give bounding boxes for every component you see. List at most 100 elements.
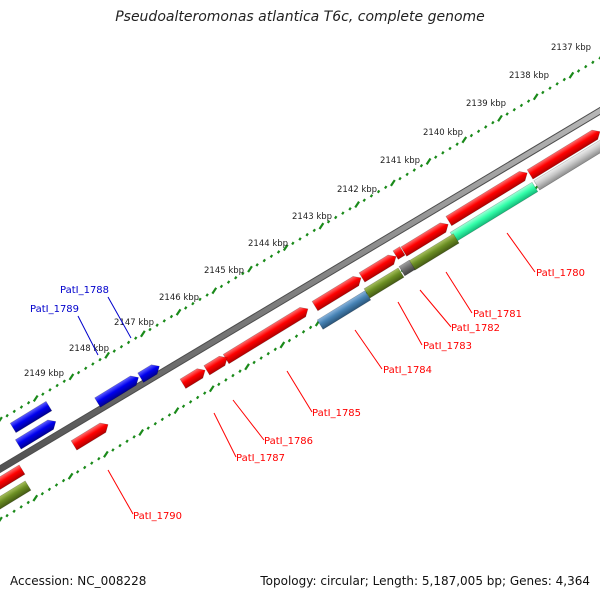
minor-tick — [262, 258, 266, 263]
minor-tick — [76, 370, 81, 375]
accession-text: Accession: NC_008228 — [10, 574, 147, 588]
cds-forward-block[interactable] — [0, 464, 26, 496]
minor-tick — [84, 366, 88, 371]
cds-forward-block[interactable] — [311, 273, 364, 312]
minor-tick — [26, 500, 30, 505]
minor-tick — [526, 99, 531, 103]
gene-leader-line — [232, 399, 265, 441]
gene-label[interactable]: PatI_1788 — [60, 285, 109, 296]
major-tick — [32, 494, 39, 502]
minor-tick — [83, 465, 87, 470]
gene-leader-line — [77, 315, 99, 356]
minor-tick — [519, 103, 524, 108]
major-tick — [318, 222, 325, 230]
minor-tick — [287, 338, 292, 343]
minor-tick — [398, 176, 402, 181]
minor-tick — [146, 426, 150, 430]
minor-tick — [259, 356, 263, 360]
cds-forward-block[interactable] — [445, 168, 530, 227]
minor-tick — [112, 349, 116, 353]
cds-forward-block[interactable] — [358, 252, 399, 283]
cds-forward-block[interactable] — [70, 420, 111, 451]
major-tick — [279, 341, 286, 349]
minor-tick — [491, 120, 495, 125]
minor-tick — [62, 379, 66, 383]
upper-tick-line — [0, 56, 600, 422]
gene-label[interactable]: PatI_1782 — [451, 323, 500, 334]
ruler-tick-label: 2146 kbp — [159, 293, 199, 303]
minor-tick — [118, 443, 122, 448]
minor-tick — [219, 284, 224, 289]
minor-tick — [12, 509, 16, 514]
minor-tick — [19, 505, 23, 509]
minor-tick — [548, 86, 552, 90]
minor-tick — [111, 448, 115, 452]
cds-forward-block[interactable] — [400, 220, 451, 257]
cds-reverse-block[interactable] — [94, 373, 142, 408]
gene-leader-line — [107, 296, 132, 339]
minor-tick — [308, 325, 313, 330]
gene-label[interactable]: PatI_1781 — [473, 309, 522, 320]
cds-forward-block[interactable] — [222, 304, 311, 365]
major-tick — [247, 265, 253, 273]
cds-reverse-block[interactable] — [137, 362, 163, 383]
feature-olive-block[interactable] — [363, 267, 405, 299]
minor-tick — [224, 378, 228, 382]
minor-tick — [217, 382, 221, 387]
minor-tick — [294, 334, 299, 338]
cds-reverse-block[interactable] — [9, 400, 53, 434]
cds-forward-block[interactable] — [203, 353, 230, 376]
minor-tick — [591, 60, 595, 65]
gene-label[interactable]: PatI_1783 — [423, 341, 472, 352]
ruler-tick-label: 2142 kbp — [337, 185, 377, 195]
cds-forward-block[interactable] — [392, 246, 406, 260]
cds-reverse-block[interactable] — [14, 417, 58, 450]
major-tick — [175, 308, 182, 316]
gene-label[interactable]: PatI_1790 — [133, 511, 182, 522]
minor-tick — [126, 340, 131, 345]
minor-tick — [541, 90, 545, 95]
minor-tick — [312, 228, 316, 233]
gene-label[interactable]: PatI_1786 — [264, 436, 313, 447]
feature-steel-block[interactable] — [316, 290, 372, 330]
minor-tick — [203, 391, 207, 395]
minor-tick — [188, 400, 193, 404]
minor-tick — [238, 369, 242, 373]
minor-tick — [576, 69, 581, 73]
minor-tick — [555, 82, 559, 86]
minor-tick — [205, 293, 209, 297]
feature-gray-block[interactable] — [533, 139, 600, 191]
major-tick — [104, 351, 110, 359]
minor-tick — [505, 112, 509, 116]
minor-tick — [198, 297, 202, 302]
major-tick — [208, 385, 215, 393]
minor-tick — [276, 250, 281, 254]
gene-label[interactable]: PatI_1789 — [30, 304, 79, 315]
ruler-tick-label: 2139 kbp — [466, 99, 506, 109]
gene-label[interactable]: PatI_1784 — [383, 365, 432, 376]
gene-label[interactable]: PatI_1785 — [312, 408, 361, 419]
ruler-tick-label: 2145 kbp — [204, 266, 244, 276]
minor-tick — [19, 405, 24, 409]
minor-tick — [48, 388, 52, 392]
minor-tick — [334, 215, 338, 220]
minor-tick — [419, 163, 424, 168]
backbone-ring — [0, 108, 600, 472]
minor-tick — [5, 413, 9, 418]
gene-label[interactable]: PatI_1780 — [536, 268, 585, 279]
cds-forward-block[interactable] — [526, 127, 600, 180]
minor-tick — [298, 237, 302, 241]
minor-tick — [132, 435, 136, 439]
feature-dark-block[interactable] — [398, 259, 416, 277]
major-tick — [568, 71, 575, 79]
minor-tick — [167, 413, 172, 417]
cds-forward-block[interactable] — [179, 366, 208, 389]
major-tick — [390, 179, 396, 187]
major-tick — [138, 428, 145, 436]
gene-labels: PatI_1780 PatI_1781 PatI_1782 PatI_1783 PatI… — [30, 268, 585, 522]
minor-tick — [55, 383, 59, 388]
gene-label[interactable]: PatI_1787 — [236, 453, 285, 464]
feature-olive-block[interactable] — [0, 480, 32, 512]
major-tick — [68, 373, 75, 381]
minor-tick — [348, 207, 352, 211]
